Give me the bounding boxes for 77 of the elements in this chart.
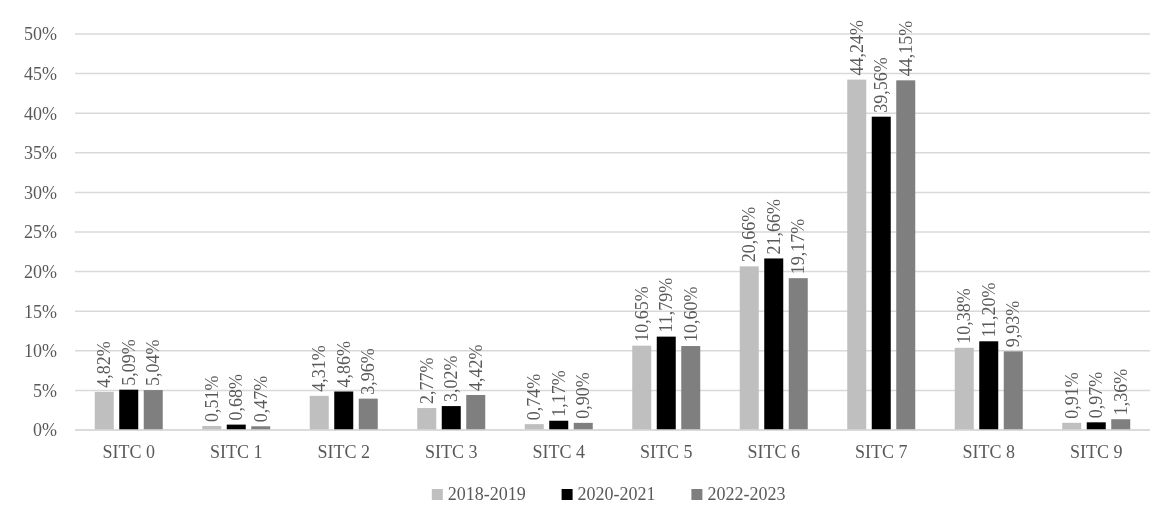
bar <box>632 345 652 430</box>
y-tick-label: 5% <box>33 380 57 401</box>
bar <box>847 79 867 430</box>
data-label: 4,42% <box>465 344 486 391</box>
y-tick-label: 40% <box>24 103 57 124</box>
x-tick-label: SITC 8 <box>962 442 1016 462</box>
data-label: 0,68% <box>226 374 247 421</box>
bar <box>417 408 437 430</box>
data-label: 0,74% <box>524 373 545 421</box>
legend-label: 2020-2021 <box>577 484 656 504</box>
y-tick-label: 30% <box>24 182 57 203</box>
bar <box>358 398 378 430</box>
data-label: 10,65% <box>631 286 652 342</box>
data-label: 0,97% <box>1086 371 1107 419</box>
bar <box>739 266 759 430</box>
data-label: 44,15% <box>895 20 916 77</box>
y-tick-label: 25% <box>24 222 57 243</box>
data-label: 39,56% <box>871 57 892 113</box>
bar <box>119 389 139 430</box>
x-tick-label: SITC 6 <box>747 442 801 462</box>
bar <box>143 390 163 430</box>
legend-label: 2022-2023 <box>707 484 786 504</box>
x-tick-label: SITC 3 <box>424 442 478 462</box>
y-tick-label: 15% <box>24 301 57 322</box>
bar <box>656 336 676 430</box>
y-tick-label: 45% <box>24 63 57 84</box>
data-label: 3,96% <box>358 348 379 395</box>
bar <box>979 341 999 430</box>
bar <box>871 116 891 430</box>
data-label: 0,51% <box>201 375 222 422</box>
data-label: 19,17% <box>788 218 809 275</box>
bar <box>1111 419 1131 430</box>
data-label: 10,38% <box>954 288 975 344</box>
x-tick-label: SITC 5 <box>639 442 693 462</box>
x-tick-label: SITC 2 <box>317 442 371 462</box>
bar <box>441 406 461 430</box>
x-tick-label: SITC 7 <box>854 442 908 462</box>
bar <box>788 278 808 430</box>
data-label: 1,17% <box>548 370 569 417</box>
data-label: 21,66% <box>763 198 784 255</box>
bar <box>466 394 486 430</box>
data-label: 4,31% <box>309 345 330 392</box>
x-tick-label: SITC 1 <box>209 442 263 462</box>
data-label: 0,90% <box>573 372 594 419</box>
bar <box>764 258 784 430</box>
bar <box>334 391 354 430</box>
data-label: 20,66% <box>739 206 760 263</box>
bar <box>954 347 974 430</box>
bar <box>1086 422 1106 430</box>
data-label: 5,04% <box>143 339 164 387</box>
data-label: 4,86% <box>333 341 354 388</box>
y-tick-label: 0% <box>33 420 57 441</box>
data-label: 1,36% <box>1110 368 1131 416</box>
x-tick-label: SITC 4 <box>532 442 586 462</box>
data-label: 0,91% <box>1061 372 1082 419</box>
data-label: 4,82% <box>94 341 115 388</box>
data-label: 9,93% <box>1003 300 1024 348</box>
x-tick-label: SITC 0 <box>102 442 156 462</box>
data-label: 0,47% <box>250 375 271 423</box>
y-tick-label: 35% <box>24 143 57 164</box>
data-label: 11,20% <box>978 282 999 338</box>
y-tick-label: 20% <box>24 261 57 282</box>
legend-label: 2018-2019 <box>447 484 526 504</box>
data-label: 11,79% <box>656 277 677 333</box>
bar <box>309 395 329 430</box>
data-label: 10,60% <box>680 286 701 343</box>
bar <box>896 80 916 430</box>
y-tick-label: 50% <box>24 24 57 45</box>
bar <box>681 346 701 430</box>
x-tick-label: SITC 9 <box>1069 442 1123 462</box>
data-label: 2,77% <box>416 357 437 405</box>
y-tick-label: 10% <box>24 341 57 362</box>
bar <box>94 391 114 430</box>
data-label: 3,02% <box>441 355 462 403</box>
data-label: 44,24% <box>846 20 867 76</box>
data-label: 5,09% <box>118 339 139 386</box>
bar <box>1003 351 1023 430</box>
